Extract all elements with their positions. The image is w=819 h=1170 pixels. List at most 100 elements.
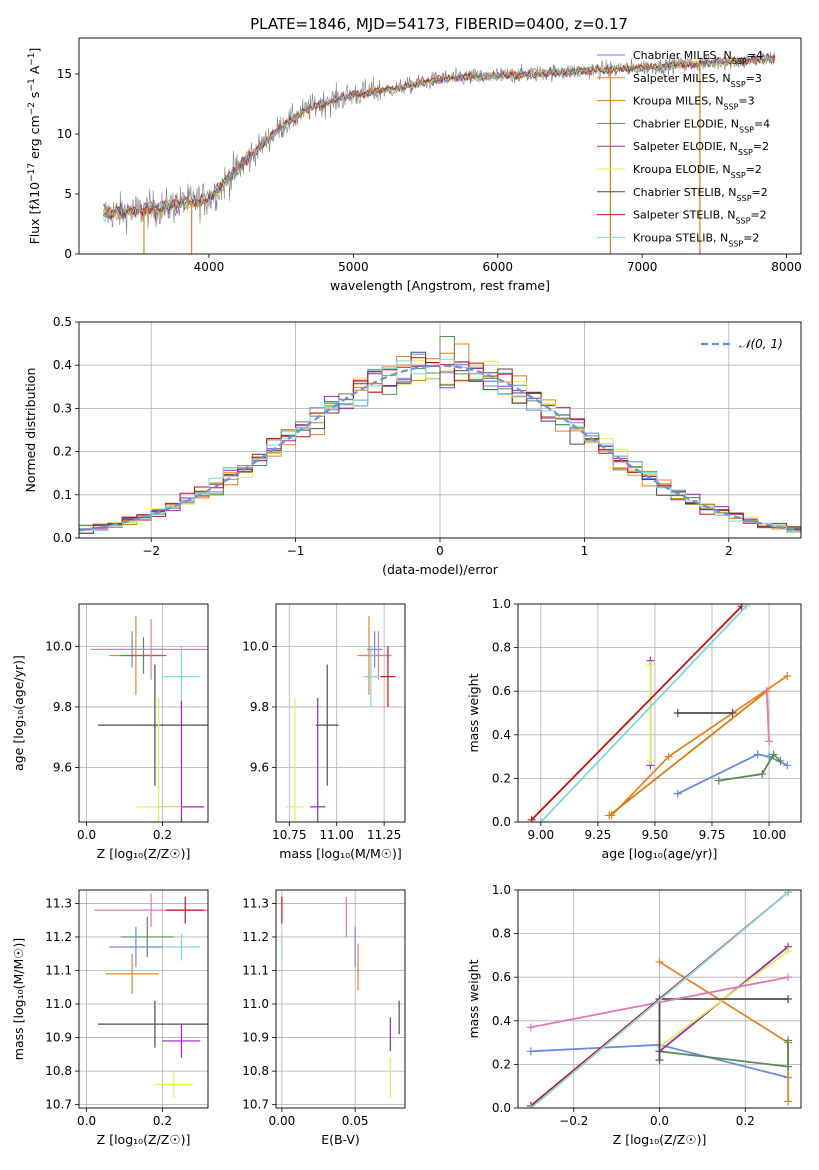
plus-marker — [728, 709, 737, 717]
plus-marker — [526, 1023, 535, 1032]
x-tick-label: 1 — [581, 544, 589, 558]
y-tick-label: 0.6 — [492, 684, 511, 698]
plus-marker — [784, 1097, 793, 1106]
y-tick-label: 0.8 — [492, 927, 511, 941]
x-tick-label: 8000 — [771, 260, 802, 274]
x-tick-label: 4000 — [194, 260, 225, 274]
y-tick-label: 9.6 — [53, 761, 72, 775]
legend-label: Kroupa STELIB, NSSP=2 — [633, 231, 759, 248]
x-tick-label: 0.05 — [342, 1114, 369, 1128]
y-tick-label: 0.4 — [492, 1014, 511, 1028]
x-axis-label: mass [log₁₀(M/M☉)] — [279, 846, 401, 861]
figure-title: PLATE=1846, MJD=54173, FIBERID=0400, z=0… — [250, 15, 628, 33]
y-tick-label: 0.8 — [492, 641, 511, 655]
x-tick-label: 11.25 — [367, 828, 401, 842]
legend-label: Salpeter ELODIE, NSSP=2 — [633, 140, 769, 157]
plus-marker — [765, 737, 774, 746]
axes-frame — [275, 603, 406, 823]
x-tick-label: 9.50 — [642, 828, 669, 842]
plus-marker — [664, 752, 673, 761]
axes-residuals: −2 −1 0 1 2 0.0 0.1 0.2 0.3 0.4 0.5 (data-model)/er… — [23, 315, 802, 577]
axes-frame — [78, 889, 209, 1109]
y-tick-label: 0.2 — [53, 445, 72, 459]
y-axis-label: mass weight — [466, 673, 481, 752]
plus-marker — [646, 756, 655, 765]
x-tick-label: 2 — [725, 544, 733, 558]
x-tick-label: 10.00 — [752, 828, 786, 842]
observed-spectrum — [103, 51, 775, 236]
plus-marker — [536, 818, 545, 822]
plus-marker — [527, 815, 536, 822]
x-tick-label: 5000 — [338, 260, 369, 274]
plot-area — [527, 604, 792, 822]
y-tick-label: 0.3 — [53, 401, 72, 415]
y-tick-label: 10 — [57, 127, 72, 141]
y-tick-label: 10.8 — [45, 1064, 72, 1078]
y-tick-label: 11.1 — [242, 963, 269, 977]
x-tick-label: 0 — [436, 544, 444, 558]
x-tick-label: 0.00 — [269, 1114, 296, 1128]
plot-area — [285, 616, 396, 822]
axes-age_vs_Z: 0.0 0.2 9.6 9.8 10.0 Z [log₁₀(Z/Z☉)] age [log₁… — [11, 603, 209, 861]
x-tick-label: 9.75 — [699, 828, 726, 842]
y-tick-label: 0.0 — [53, 531, 72, 545]
plus-marker — [655, 957, 664, 966]
legend-label: Salpeter MILES, NSSP=3 — [633, 72, 762, 89]
y-tick-label: 9.8 — [53, 700, 72, 714]
plus-marker — [783, 761, 792, 770]
axes-weight_vs_age: 9.00 9.25 9.50 9.75 10.00 0.0 0.2 0.4 0.6 0.8 1.0 a… — [466, 597, 802, 861]
x-axis-label: Z [log₁₀(Z/Z☉)] — [613, 1132, 707, 1147]
x-axis-label: Z [log₁₀(Z/Z☉)] — [97, 1132, 191, 1147]
y-tick-label: 0.4 — [53, 358, 72, 372]
plus-marker — [784, 947, 793, 956]
y-tick-label: 11.0 — [45, 997, 72, 1011]
axes-mass_vs_EBV: 0.00 0.05 10.7 10.8 10.9 11.0 11.1 11.2 11.3 E(B-… — [242, 889, 406, 1147]
plus-marker — [784, 1062, 793, 1071]
y-tick-label: 0.4 — [492, 728, 511, 742]
y-tick-label: 0.6 — [492, 970, 511, 984]
weight-series-6 — [608, 690, 768, 817]
y-tick-label: 0.0 — [492, 1101, 511, 1115]
plus-marker — [753, 750, 762, 759]
y-tick-label: 0.2 — [492, 771, 511, 785]
legend-label: Kroupa ELODIE, NSSP=2 — [633, 163, 762, 180]
plus-marker — [784, 1036, 793, 1045]
y-tick-label: 10.9 — [242, 1031, 269, 1045]
axes-frame — [78, 603, 209, 823]
plus-marker — [605, 811, 614, 820]
plus-marker — [758, 770, 767, 779]
plot-area — [526, 890, 793, 1108]
x-axis-label: E(B-V) — [321, 1132, 360, 1147]
y-tick-label: 0.2 — [492, 1057, 511, 1071]
x-tick-label: 7000 — [627, 260, 658, 274]
axes-age_vs_mass: 10.75 11.00 11.25 9.6 9.8 10.0 mass [log₁₀(M/M… — [242, 603, 406, 861]
plus-marker — [655, 1056, 664, 1065]
y-tick-label: 10.9 — [45, 1031, 72, 1045]
plus-marker — [769, 750, 778, 759]
x-tick-label: 9.25 — [585, 828, 612, 842]
axes-mass_vs_Z: 0.0 0.2 10.7 10.8 10.9 11.0 11.1 11.2 11.3 Z [log… — [11, 889, 209, 1147]
plus-marker — [784, 890, 793, 897]
axes-frame — [78, 321, 802, 539]
axes-weight_vs_Z: −0.2 0.0 0.2 0.0 0.2 0.4 0.6 0.8 1.0 Z [log₁₀(Z/Z… — [466, 883, 802, 1147]
weight-series-9 — [540, 605, 747, 822]
plus-marker — [784, 973, 793, 982]
weight-series-2 — [718, 752, 782, 782]
plus-marker — [776, 756, 785, 765]
axes-frame — [517, 603, 802, 823]
plus-marker — [673, 709, 682, 717]
x-tick-label: 6000 — [482, 260, 513, 274]
plus-marker — [762, 687, 771, 696]
y-tick-label: 11.2 — [45, 930, 72, 944]
legend-label: Kroupa MILES, NSSP=3 — [633, 95, 755, 112]
spectrum-legend: Chabrier MILES, NSSP=4 Salpeter MILES, NS… — [597, 49, 770, 248]
plot-area — [79, 336, 801, 536]
x-tick-label: 11.00 — [320, 828, 354, 842]
x-axis-label: (data-model)/error — [382, 562, 499, 577]
plus-marker — [784, 995, 793, 1003]
x-tick-label: 10.75 — [272, 828, 306, 842]
y-tick-label: 9.8 — [250, 700, 269, 714]
legend-label: Salpeter STELIB, NSSP=2 — [633, 209, 767, 226]
plus-marker — [673, 789, 682, 798]
y-tick-label: 15 — [57, 67, 72, 81]
